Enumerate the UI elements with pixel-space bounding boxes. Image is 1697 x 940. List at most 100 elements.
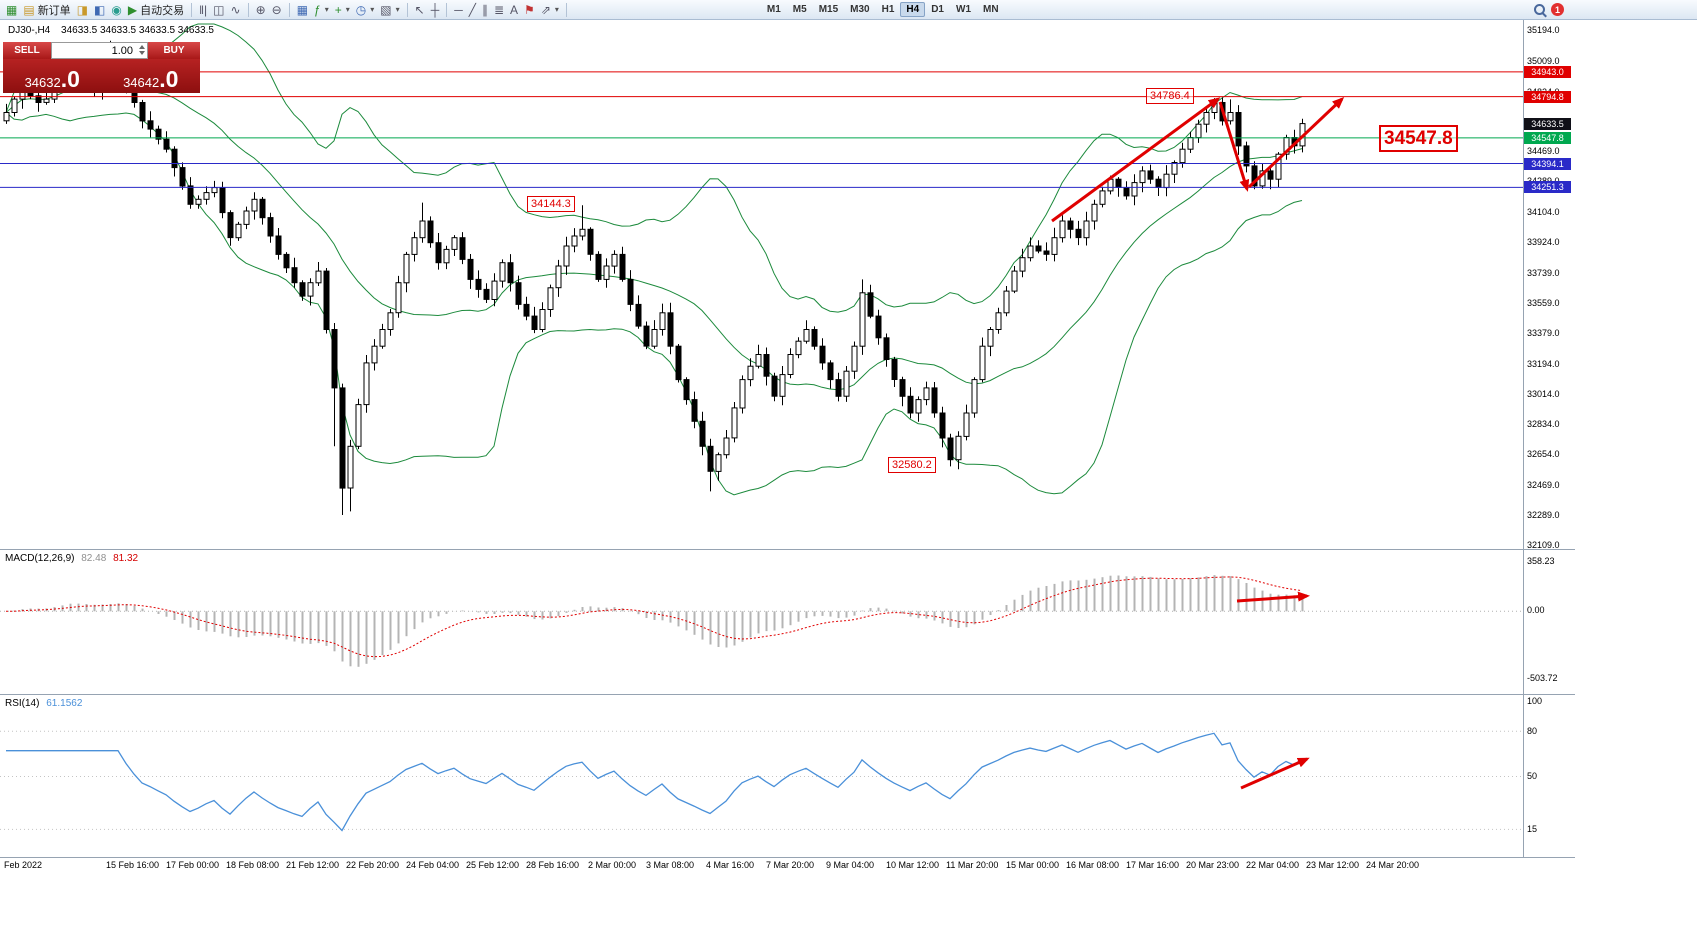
time-axis-label: 3 Mar 08:00: [646, 860, 695, 870]
time-axis-label: 16 Mar 08:00: [1066, 860, 1120, 870]
tile-windows-button[interactable]: ▦: [294, 1, 311, 19]
bar-chart-button[interactable]: ‖|: [196, 1, 210, 19]
price-axis-tick: 34824.0: [1527, 87, 1560, 97]
channel-button[interactable]: ∥: [479, 1, 491, 19]
search-icon[interactable]: [1534, 4, 1545, 15]
price-axis-tick: 34104.0: [1527, 207, 1560, 217]
macd-axis-value: -503.72: [1527, 673, 1558, 683]
notification-badge[interactable]: 1: [1551, 3, 1564, 16]
panel-divider-main-macd[interactable]: [0, 549, 1575, 550]
timeframe-m15[interactable]: M15: [818, 4, 839, 15]
sell-button[interactable]: SELL: [3, 42, 51, 59]
candlestick-chart-button[interactable]: ◫: [210, 1, 227, 19]
auto-trading-button[interactable]: ▶ 自动交易: [125, 1, 187, 19]
price-axis-tick: 34644.0: [1527, 117, 1560, 127]
crosshair-button[interactable]: ┼: [428, 1, 443, 19]
add-object-icon: +: [334, 2, 342, 17]
fibonacci-button[interactable]: ≣: [491, 1, 507, 19]
text-button[interactable]: A: [507, 1, 521, 19]
annotation-34547.8[interactable]: 34547.8: [1379, 125, 1458, 152]
tile-windows-icon: ▦: [296, 2, 309, 17]
price-axis-tick: 33194.0: [1527, 359, 1560, 369]
time-axis-label: 25 Feb 12:00: [466, 860, 520, 870]
period-button[interactable]: ◷ ▾: [353, 1, 378, 19]
macd-name: MACD(12,26,9): [5, 553, 75, 564]
rsi-panel: [0, 730, 1523, 832]
chart-symbol-period: DJ30-,H4: [8, 25, 51, 36]
fibonacci-icon: ≣: [493, 2, 505, 17]
line-chart-button[interactable]: ∿: [228, 1, 244, 19]
period-icon: ◷: [355, 2, 367, 17]
zoom-out-button[interactable]: ⊖: [269, 1, 285, 19]
volume-down-button[interactable]: [139, 51, 145, 55]
sell-price-pips: .0: [60, 66, 80, 93]
time-axis-label: 15 Mar 00:00: [1006, 860, 1060, 870]
chart-window-button[interactable]: ◨: [74, 1, 91, 19]
annotation-34144.3[interactable]: 34144.3: [527, 196, 575, 212]
quote-chart-button[interactable]: ▦: [3, 1, 20, 19]
add-object-button[interactable]: + ▾: [332, 1, 353, 19]
price-tag-34547.8[interactable]: 34547.8: [1524, 132, 1571, 144]
macd-axis-value: 358.23: [1527, 556, 1555, 566]
indicators-button[interactable]: ƒ ▾: [311, 1, 332, 19]
toolbar-separator: [565, 2, 567, 17]
buy-button[interactable]: BUY: [148, 42, 200, 59]
timeframe-w1[interactable]: W1: [956, 4, 971, 15]
price-tag-34251.3[interactable]: 34251.3: [1524, 181, 1571, 193]
macd-label: MACD(12,26,9) 82.48 81.32: [5, 553, 138, 564]
price-axis-tick: 32289.0: [1527, 510, 1560, 520]
timeframe-h1[interactable]: H1: [881, 4, 895, 15]
new-order-button[interactable]: ▤ 新订单: [20, 1, 73, 19]
time-axis-label: 28 Feb 16:00: [526, 860, 580, 870]
price-tag-34394.1[interactable]: 34394.1: [1524, 158, 1571, 170]
sell-price[interactable]: 34632 .0: [3, 59, 102, 93]
timeframe-d1[interactable]: D1: [931, 4, 944, 15]
macd-signal-value: 81.32: [113, 553, 139, 564]
terminal-button[interactable]: ◉: [108, 1, 124, 19]
shapes-button[interactable]: ⇗ ▾: [538, 1, 562, 19]
time-axis-label: 10 Mar 12:00: [886, 860, 940, 870]
chevron-down-icon: ▾: [370, 5, 375, 14]
quote-chart-icon: ▦: [6, 2, 18, 17]
profile-button[interactable]: ◧: [91, 1, 108, 19]
timeframe-m30[interactable]: M30: [850, 4, 870, 15]
buy-price[interactable]: 34642 .0: [102, 59, 201, 93]
time-axis-border: [0, 857, 1575, 858]
label-button[interactable]: ⚑: [521, 1, 538, 19]
rsi-axis-value: 100: [1527, 696, 1543, 706]
price-tag-34943.0[interactable]: 34943.0: [1524, 66, 1571, 78]
zoom-in-button[interactable]: ⊕: [253, 1, 269, 19]
hline-button[interactable]: ─: [451, 1, 466, 19]
annotation-34786.4[interactable]: 34786.4: [1146, 88, 1194, 104]
timeframe-h4[interactable]: H4: [900, 2, 926, 17]
volume-input[interactable]: 1.00: [51, 42, 148, 59]
panel-divider-macd-rsi[interactable]: [0, 694, 1575, 695]
zoom-in-icon: ⊕: [255, 2, 266, 17]
sell-price-main: 34632: [24, 74, 61, 90]
buy-price-main: 34642: [123, 74, 160, 90]
annotation-32580.2[interactable]: 32580.2: [888, 457, 936, 473]
timeframe-m5[interactable]: M5: [792, 4, 807, 15]
trendline-icon: ╱: [468, 2, 476, 17]
indicators-icon: ƒ: [314, 2, 321, 17]
channel-icon: ∥: [481, 2, 488, 17]
volume-spinner: [139, 45, 145, 55]
timeframe-mn[interactable]: MN: [983, 4, 999, 15]
volume-up-button[interactable]: [139, 45, 145, 49]
price-axis-tick: 33379.0: [1527, 328, 1560, 338]
toolbar-separator: [288, 2, 290, 17]
price-tag-34633.5[interactable]: 34633.5: [1524, 118, 1571, 130]
price-tag-34794.8[interactable]: 34794.8: [1524, 91, 1571, 103]
auto-trading-button-label: 自动交易: [140, 4, 185, 17]
zoom-out-icon: ⊖: [271, 2, 282, 17]
time-axis-label: 4 Mar 16:00: [706, 860, 755, 870]
rsi-label: RSI(14) 61.1562: [5, 698, 82, 709]
text-icon: A: [510, 2, 519, 17]
cursor-button[interactable]: ↖: [412, 1, 428, 19]
trendline-button[interactable]: ╱: [466, 1, 479, 19]
template-button[interactable]: ▧ ▾: [377, 1, 402, 19]
timeframe-m1[interactable]: M1: [766, 4, 781, 15]
chevron-down-icon: ▾: [395, 5, 400, 14]
